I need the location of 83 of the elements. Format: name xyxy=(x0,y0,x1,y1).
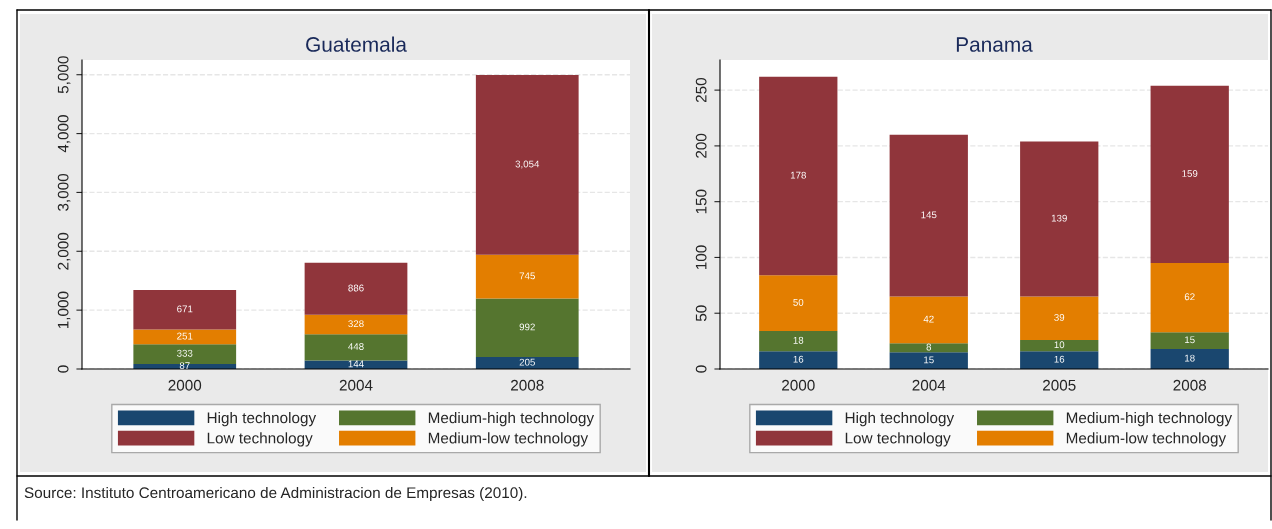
y-tick-label: 1,000 xyxy=(57,291,71,329)
bar xyxy=(889,343,968,353)
chart-title: Panama xyxy=(956,37,1033,52)
bar xyxy=(1020,296,1099,340)
x-tick-label: 2004 xyxy=(339,379,373,391)
data-label: 145 xyxy=(921,211,937,219)
bar xyxy=(133,344,237,364)
y-tick-label: 3,000 xyxy=(57,173,71,211)
source-note: Source: Instituto Centroamericano de Administracion de Empresas (2010). xyxy=(24,486,527,502)
bar xyxy=(889,296,968,344)
bar xyxy=(1020,351,1099,369)
y-tick-label: 0 xyxy=(57,365,69,373)
x-tick-label: 2000 xyxy=(782,379,815,391)
legend-label: Medium-low technology xyxy=(1066,432,1227,447)
bar xyxy=(133,329,237,345)
bar xyxy=(304,314,408,335)
data-label: 8 xyxy=(926,343,932,351)
y-tick-label: 5,000 xyxy=(57,56,71,94)
data-label: 251 xyxy=(177,332,193,340)
x-tick-label: 2000 xyxy=(168,379,202,391)
y-tick-label: 50 xyxy=(695,305,707,322)
bar xyxy=(889,134,968,297)
bar xyxy=(889,352,968,369)
chart-title: Guatemala xyxy=(306,36,407,52)
data-label: 178 xyxy=(790,171,806,179)
bar xyxy=(1020,141,1099,297)
data-label: 15 xyxy=(1185,336,1195,344)
bar xyxy=(304,262,408,315)
data-label: 205 xyxy=(519,358,535,366)
y-tick-label: 4,000 xyxy=(57,115,71,153)
y-tick-label: 150 xyxy=(695,189,707,214)
data-label: 333 xyxy=(177,349,193,357)
legend-label: High technology xyxy=(845,412,955,427)
data-label: 87 xyxy=(179,362,190,370)
data-label: 159 xyxy=(1182,170,1198,177)
legend-label: Low technology xyxy=(845,432,951,447)
x-tick-label: 2008 xyxy=(511,379,544,391)
data-label: 448 xyxy=(348,343,364,350)
data-label: 50 xyxy=(793,298,804,306)
bar xyxy=(1150,263,1229,333)
bar xyxy=(759,351,838,369)
bar xyxy=(1150,332,1229,349)
data-label: 18 xyxy=(1185,354,1195,362)
y-tick-label: 2,000 xyxy=(57,232,71,270)
bar xyxy=(759,331,838,352)
data-label: 139 xyxy=(1051,214,1067,222)
data-label: 745 xyxy=(519,272,535,280)
data-label: 144 xyxy=(348,360,364,368)
data-label: 3,054 xyxy=(515,160,540,169)
x-tick-label: 2008 xyxy=(1173,379,1207,391)
bar xyxy=(475,254,579,299)
data-label: 16 xyxy=(793,355,804,363)
data-label: 886 xyxy=(348,284,364,292)
data-label: 18 xyxy=(793,336,804,344)
data-label: 328 xyxy=(348,320,364,328)
data-label: 62 xyxy=(1184,293,1195,301)
data-label: 16 xyxy=(1054,355,1065,363)
data-label: 671 xyxy=(177,305,193,313)
bar xyxy=(1150,348,1229,369)
legend-label: Medium-low technology xyxy=(428,432,589,447)
bar xyxy=(759,76,838,276)
bar xyxy=(304,334,408,361)
data-label: 10 xyxy=(1054,341,1065,349)
y-tick-label: 100 xyxy=(695,245,707,270)
data-label: 15 xyxy=(924,356,934,364)
data-label: 992 xyxy=(519,323,535,331)
bar xyxy=(759,275,838,332)
legend-label: Medium-high technology xyxy=(1066,412,1233,427)
y-tick-label: 250 xyxy=(695,77,707,103)
bar xyxy=(475,74,579,255)
legend-label: High technology xyxy=(207,412,317,427)
data-label: 39 xyxy=(1054,313,1065,321)
y-tick-label: 200 xyxy=(695,133,707,158)
y-tick-label: 0 xyxy=(695,365,707,373)
legend-label: Medium-high technology xyxy=(428,412,595,427)
bar xyxy=(1150,85,1229,264)
bar xyxy=(1020,340,1099,352)
data-label: 42 xyxy=(923,315,934,323)
x-tick-label: 2005 xyxy=(1043,379,1076,391)
bar xyxy=(133,290,237,330)
x-tick-label: 2004 xyxy=(912,379,946,391)
bar xyxy=(475,298,579,357)
legend-label: Low technology xyxy=(207,432,313,447)
